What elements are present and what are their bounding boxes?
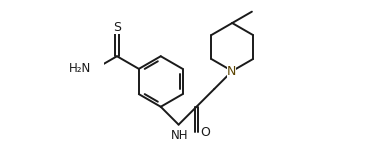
- Text: S: S: [113, 21, 121, 34]
- Text: O: O: [200, 126, 210, 139]
- Text: N: N: [227, 65, 236, 78]
- Text: H₂N: H₂N: [69, 62, 91, 75]
- Text: NH: NH: [171, 129, 188, 142]
